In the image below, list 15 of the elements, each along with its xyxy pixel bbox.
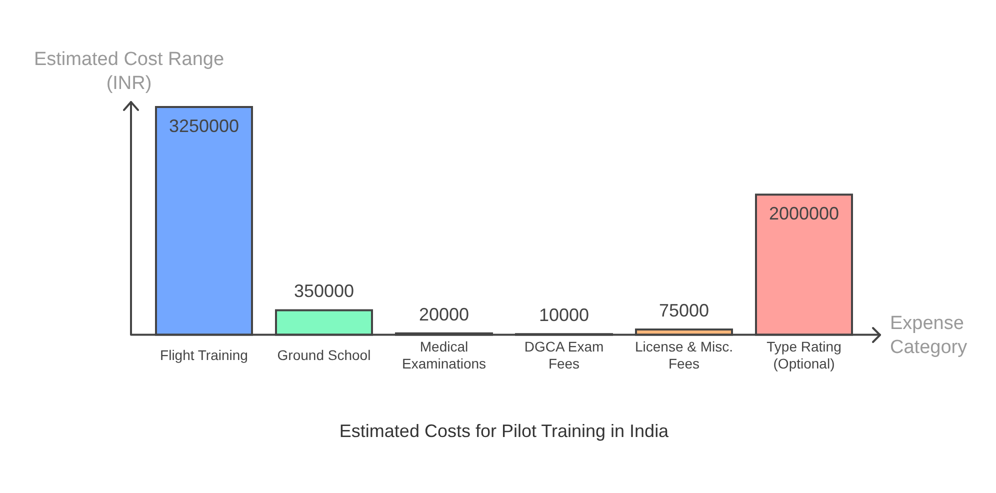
x-tick-label: DGCA Exam Fees (524, 338, 604, 372)
x-axis-title: Expense Category (890, 313, 968, 358)
x-tick-label: Medical Examinations (402, 338, 486, 372)
data-label: 2000000 (768, 204, 840, 224)
data-label: 3250000 (168, 116, 240, 136)
data-label: 20000 (418, 304, 470, 324)
data-label: 350000 (294, 281, 354, 302)
data-label: 10000 (538, 305, 590, 326)
x-tick-label: Ground School (277, 347, 371, 364)
x-tick-label: Flight Training (160, 347, 248, 364)
x-tick-label: License & Misc. Fees (634, 338, 734, 372)
y-axis-title: Estimated Cost Range (INR) (34, 49, 224, 94)
data-label: 75000 (658, 300, 710, 321)
x-tick-label: Type Rating (Optional) (766, 338, 842, 372)
text: Estimated Costs for Pilot Training in India (339, 421, 670, 442)
